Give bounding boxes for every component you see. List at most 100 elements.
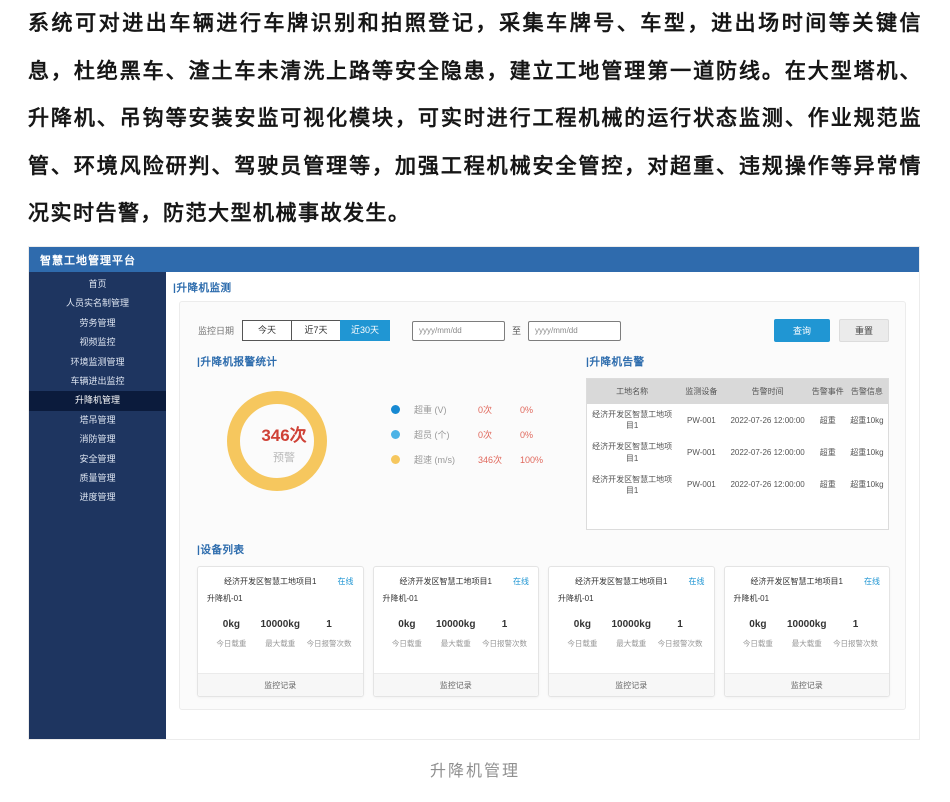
device-name: 升降机-01 <box>733 594 770 603</box>
content-panel: 监控日期 今天 近7天 近30天 至 查询 重置 |升降机报警统计 <box>179 301 906 710</box>
col-event: 告警事件 <box>809 379 846 404</box>
device-card: 经济开发区智慧工地项目1 在线 升降机-01 0kg 今日载重 10000kg 最大… <box>372 566 539 697</box>
monitor-record-button[interactable]: 监控记录 <box>373 673 538 696</box>
legend-dot-overweight <box>391 405 400 414</box>
cell-info: 超重10kg <box>850 415 884 425</box>
today-load-value: 0kg <box>749 619 767 630</box>
query-button[interactable]: 查询 <box>774 319 830 342</box>
legend-dot-overspeed <box>391 455 400 464</box>
legend-percent: 0% <box>520 429 534 440</box>
filter-bar: 监控日期 今天 近7天 近30天 至 查询 重置 <box>198 319 889 342</box>
sidebar: 首页 人员实名制管理 劳务管理 视频监控 环境监测管理 车辆进出监控 升降机管理… <box>29 272 166 739</box>
sidebar-item-environment[interactable]: 环境监测管理 <box>70 356 125 367</box>
donut-total-value: 346次 <box>261 426 307 445</box>
max-load-value: 10000kg <box>436 619 476 630</box>
cell-site-name: 经济开发区智慧工地项目1 <box>592 410 673 431</box>
donut-legend: 超重 (V) 0次 0% 超员 (个) 0次 0% <box>391 383 543 503</box>
legend-label: 超员 (个) <box>414 430 450 440</box>
today-load-label: 今日载重 <box>216 639 247 648</box>
device-card: 经济开发区智慧工地项目1 在线 升降机-01 0kg 今日载重 10000kg 最大… <box>548 566 715 697</box>
col-info: 告警信息 <box>845 379 888 404</box>
reset-button[interactable]: 重置 <box>839 319 889 342</box>
sidebar-item-quality[interactable]: 质量管理 <box>79 472 116 483</box>
max-load-value: 10000kg <box>260 619 300 630</box>
today-load-label: 今日载重 <box>391 639 422 648</box>
legend-count: 0次 <box>478 430 493 440</box>
cell-event: 超重 <box>819 415 836 425</box>
today-load-label: 今日载重 <box>742 639 773 648</box>
col-site-name: 工地名称 <box>587 379 678 404</box>
device-name: 升降机-01 <box>382 594 419 603</box>
alarm-table: 工地名称 监测设备 告警时间 告警事件 告警信息 经济开 <box>586 378 889 530</box>
sidebar-item-elevator[interactable]: 升降机管理 <box>29 391 166 411</box>
alarm-count-value: 1 <box>677 619 683 630</box>
range-7days-button[interactable]: 近7天 <box>291 320 342 341</box>
max-load-value: 10000kg <box>611 619 651 630</box>
table-row: 经济开发区智慧工地项目1 PW-001 2022-07-26 12:00:00 … <box>587 469 888 501</box>
device-project-name: 经济开发区智慧工地项目1 <box>575 577 668 586</box>
device-card: 经济开发区智慧工地项目1 在线 升降机-01 0kg 今日载重 10000kg 最大… <box>197 566 364 697</box>
monitor-record-button[interactable]: 监控记录 <box>549 673 714 696</box>
online-status-badge: 在线 <box>337 577 354 586</box>
col-device: 监测设备 <box>677 379 726 404</box>
figure-caption: 升降机管理 <box>429 763 520 780</box>
device-list-section: |设备列表 经济开发区智慧工地项目1 在线 升降机-01 0kg 今日载重 <box>197 542 890 697</box>
monitor-record-button[interactable]: 监控记录 <box>724 673 889 696</box>
alarm-count-label: 今日报警次数 <box>306 639 352 648</box>
cell-info: 超重10kg <box>850 480 884 490</box>
date-to-label: 至 <box>512 326 522 336</box>
cell-time: 2022-07-26 12:00:00 <box>730 415 805 425</box>
sidebar-item-video[interactable]: 视频监控 <box>79 337 116 348</box>
date-range-label: 监控日期 <box>198 326 235 336</box>
sidebar-item-tower-crane[interactable]: 塔吊管理 <box>79 414 116 425</box>
monitor-record-button[interactable]: 监控记录 <box>198 673 363 696</box>
alarm-donut-chart: 346次 预警 <box>219 383 349 503</box>
alarm-count-value: 1 <box>852 619 859 630</box>
sidebar-item-progress[interactable]: 进度管理 <box>79 492 116 503</box>
legend-percent: 100% <box>520 454 544 465</box>
table-row: 经济开发区智慧工地项目1 PW-001 2022-07-26 12:00:00 … <box>587 404 888 436</box>
page-title: |升降机监测 <box>173 282 232 294</box>
range-30days-button[interactable]: 近30天 <box>340 320 391 341</box>
cell-time: 2022-07-26 12:00:00 <box>730 480 805 490</box>
sidebar-item-fire[interactable]: 消防管理 <box>79 434 116 445</box>
legend-item-overweight: 超重 (V) 0次 0% <box>391 403 543 416</box>
today-load-label: 今日载重 <box>567 639 598 648</box>
col-time: 告警时间 <box>725 379 810 404</box>
max-load-label: 最大载重 <box>440 639 471 648</box>
intro-paragraph: 系统可对进出车辆进行车牌识别和拍照登记，采集车牌号、车型，进出场时间等关键信息，… <box>28 12 922 225</box>
sidebar-item-labor[interactable]: 劳务管理 <box>79 317 116 328</box>
start-date-input[interactable] <box>412 320 506 341</box>
legend-label: 超速 (m/s) <box>414 455 455 465</box>
main-content: |升降机监测 监控日期 今天 近7天 近30天 至 查询 重置 <box>166 272 919 739</box>
device-project-name: 经济开发区智慧工地项目1 <box>750 577 843 586</box>
cell-device: PW-001 <box>686 480 716 490</box>
sidebar-item-home[interactable]: 首页 <box>88 279 107 289</box>
device-list-heading: |设备列表 <box>197 544 245 556</box>
alarm-list-heading: |升降机告警 <box>586 356 645 368</box>
legend-label: 超重 (V) <box>414 405 447 415</box>
cell-time: 2022-07-26 12:00:00 <box>730 447 805 457</box>
legend-item-overspeed: 超速 (m/s) 346次 100% <box>391 453 543 466</box>
end-date-input[interactable] <box>528 320 622 341</box>
today-load-value: 0kg <box>398 619 416 630</box>
legend-item-overcrowd: 超员 (个) 0次 0% <box>391 428 543 441</box>
max-load-label: 最大载重 <box>616 639 647 648</box>
online-status-badge: 在线 <box>688 577 705 586</box>
cell-site-name: 经济开发区智慧工地项目1 <box>592 442 673 463</box>
cell-info: 超重10kg <box>850 447 884 457</box>
donut-total-label: 预警 <box>273 452 295 464</box>
alarm-list-section: |升降机告警 工地名称 监测设备 告警时间 告警事件 告警信息 <box>586 354 889 530</box>
table-row: 经济开发区智慧工地项目1 PW-001 2022-07-26 12:00:00 … <box>587 436 888 468</box>
range-today-button[interactable]: 今天 <box>242 320 293 341</box>
cell-device: PW-001 <box>686 447 716 457</box>
today-load-value: 0kg <box>573 619 592 630</box>
sidebar-item-personnel[interactable]: 人员实名制管理 <box>65 298 129 309</box>
sidebar-item-vehicle[interactable]: 车辆进出监控 <box>70 375 125 386</box>
device-name: 升降机-01 <box>558 594 594 603</box>
device-card: 经济开发区智慧工地项目1 在线 升降机-01 0kg 今日载重 10000kg 最大… <box>723 566 890 697</box>
cell-device: PW-001 <box>686 415 716 425</box>
sidebar-item-safety[interactable]: 安全管理 <box>79 453 116 464</box>
cell-event: 超重 <box>819 447 836 457</box>
